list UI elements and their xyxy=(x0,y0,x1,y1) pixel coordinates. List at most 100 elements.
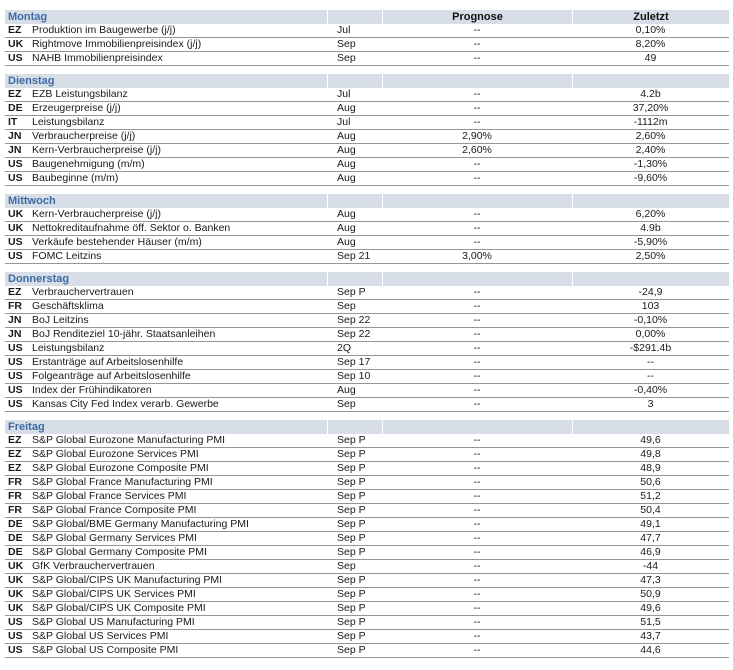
prognose-cell: -- xyxy=(473,504,481,516)
period-cell: Sep 22 xyxy=(337,314,371,326)
zuletzt-cell: 0,10% xyxy=(635,24,666,36)
zuletzt-cell: -0,10% xyxy=(633,314,668,326)
prognose-cell: -- xyxy=(473,328,481,340)
event-name: FOMC Leitzins xyxy=(32,250,102,262)
period-cell: Sep P xyxy=(337,434,366,446)
column-header-zuletzt xyxy=(572,74,729,88)
zuletzt-cell: 49,1 xyxy=(640,518,661,530)
event-name: S&P Global US Composite PMI xyxy=(32,644,179,656)
period-cell: Sep xyxy=(337,398,356,410)
prognose-cell: -- xyxy=(473,476,481,488)
event-name: Nettokreditaufnahme öff. Sektor o. Banke… xyxy=(32,222,231,234)
column-header-period xyxy=(327,420,382,434)
event-name: Produktion im Baugewerbe (j/j) xyxy=(32,24,176,36)
table-row: EZ Produktion im Baugewerbe (j/j) Jul -- 0,1… xyxy=(5,24,729,38)
event-name: S&P Global/BME Germany Manufacturing PMI xyxy=(32,518,249,530)
table-row: US S&P Global US Composite PMI Sep P -- 44,6 xyxy=(5,644,729,658)
table-row: UK Rightmove Immobilienpreisindex (j/j) Se… xyxy=(5,38,729,52)
event-name: S&P Global/CIPS UK Services PMI xyxy=(32,588,196,600)
period-cell: Sep P xyxy=(337,462,366,474)
zuletzt-cell: 47,7 xyxy=(640,532,661,544)
prognose-cell: -- xyxy=(473,370,481,382)
country-code: DE xyxy=(8,546,23,558)
period-cell: Sep P xyxy=(337,286,366,298)
zuletzt-cell: 50,4 xyxy=(640,504,661,516)
country-code: EZ xyxy=(8,88,22,100)
prognose-cell: -- xyxy=(473,236,481,248)
table-row: US Index der Frühindikatoren Aug -- -0,40% xyxy=(5,384,729,398)
event-name: Verbrauchervertrauen xyxy=(32,286,134,298)
prognose-cell: -- xyxy=(473,208,481,220)
period-cell: Jul xyxy=(337,116,351,128)
period-cell: Sep P xyxy=(337,476,366,488)
event-name: Index der Frühindikatoren xyxy=(32,384,152,396)
country-code: US xyxy=(8,158,23,170)
prognose-cell: -- xyxy=(473,38,481,50)
prognose-cell: -- xyxy=(473,616,481,628)
table-row: DE Erzeugerpreise (j/j) Aug -- 37,20% xyxy=(5,102,729,116)
country-code: DE xyxy=(8,102,23,114)
column-header-period xyxy=(327,74,382,88)
country-code: US xyxy=(8,52,23,64)
event-name: Erstanträge auf Arbeitslosenhilfe xyxy=(32,356,184,368)
zuletzt-cell: 37,20% xyxy=(632,102,669,114)
period-cell: Sep P xyxy=(337,546,366,558)
country-code: FR xyxy=(8,300,22,312)
prognose-cell: -- xyxy=(473,172,481,184)
column-header-period xyxy=(327,10,382,24)
event-name: BoJ Leitzins xyxy=(32,314,89,326)
table-row: UK Kern-Verbraucherpreise (j/j) Aug -- 6,20% xyxy=(5,208,729,222)
column-header-prognose xyxy=(382,74,572,88)
event-name: Kern-Verbraucherpreise (j/j) xyxy=(32,144,161,156)
country-code: IT xyxy=(8,116,18,128)
table-row: EZ EZB Leistungsbilanz Jul -- 4.2b xyxy=(5,88,729,102)
table-row: US Erstanträge auf Arbeitslosenhilfe Sep 1… xyxy=(5,356,729,370)
day-section: Mittwoch UK Kern-Verbraucherpreise (j/j) Au… xyxy=(5,194,729,264)
zuletzt-cell: -- xyxy=(647,356,654,368)
prognose-cell: -- xyxy=(473,24,481,36)
column-header-prognose xyxy=(382,194,572,208)
table-row: US Baubeginne (m/m) Aug -- -9,60% xyxy=(5,172,729,186)
zuletzt-cell: -24,9 xyxy=(638,286,663,298)
prognose-cell: -- xyxy=(473,88,481,100)
event-name: Baugenehmigung (m/m) xyxy=(32,158,145,170)
column-header-zuletzt xyxy=(572,420,729,434)
table-row: FR Geschäftsklima Sep -- 103 xyxy=(5,300,729,314)
prognose-cell: -- xyxy=(473,560,481,572)
table-row: JN BoJ Leitzins Sep 22 -- -0,10% xyxy=(5,314,729,328)
zuletzt-cell: 51,5 xyxy=(640,616,661,628)
table-row: US NAHB Immobilienpreisindex Sep -- 49 xyxy=(5,52,729,66)
event-name: Leistungsbilanz xyxy=(32,342,105,354)
zuletzt-cell: 49,6 xyxy=(640,602,661,614)
zuletzt-cell: 4.2b xyxy=(640,88,661,100)
country-code: EZ xyxy=(8,434,22,446)
zuletzt-cell: -$291.4b xyxy=(629,342,672,354)
event-name: BoJ Renditeziel 10-jähr. Staatsanleihen xyxy=(32,328,216,340)
event-name: S&P Global US Services PMI xyxy=(32,630,169,642)
prognose-cell: -- xyxy=(473,518,481,530)
period-cell: Aug xyxy=(337,102,356,114)
event-name: EZB Leistungsbilanz xyxy=(32,88,128,100)
prognose-cell: -- xyxy=(473,314,481,326)
column-header-period xyxy=(327,194,382,208)
event-name: Erzeugerpreise (j/j) xyxy=(32,102,121,114)
table-row: DE S&P Global Germany Composite PMI Sep P -… xyxy=(5,546,729,560)
column-header-prognose xyxy=(382,272,572,286)
prognose-cell: -- xyxy=(473,102,481,114)
event-name: S&P Global/CIPS UK Manufacturing PMI xyxy=(32,574,223,586)
zuletzt-cell: 49,6 xyxy=(640,434,661,446)
table-row: EZ Verbrauchervertrauen Sep P -- -24,9 xyxy=(5,286,729,300)
event-name: Leistungsbilanz xyxy=(32,116,105,128)
period-cell: Sep 22 xyxy=(337,328,371,340)
day-section: Freitag EZ S&P Global Eurozone Manufacturi… xyxy=(5,420,729,658)
event-name: Rightmove Immobilienpreisindex (j/j) xyxy=(32,38,202,50)
prognose-cell: -- xyxy=(473,462,481,474)
event-name: Baubeginne (m/m) xyxy=(32,172,119,184)
zuletzt-cell: 48,9 xyxy=(640,462,661,474)
day-section: Montag Prognose Zuletzt EZ Produktion im Bau… xyxy=(5,10,729,66)
table-row: US S&P Global US Services PMI Sep P -- 43,7 xyxy=(5,630,729,644)
country-code: US xyxy=(8,644,23,656)
prognose-cell: -- xyxy=(473,434,481,446)
period-cell: Aug xyxy=(337,384,356,396)
period-cell: Sep P xyxy=(337,490,366,502)
